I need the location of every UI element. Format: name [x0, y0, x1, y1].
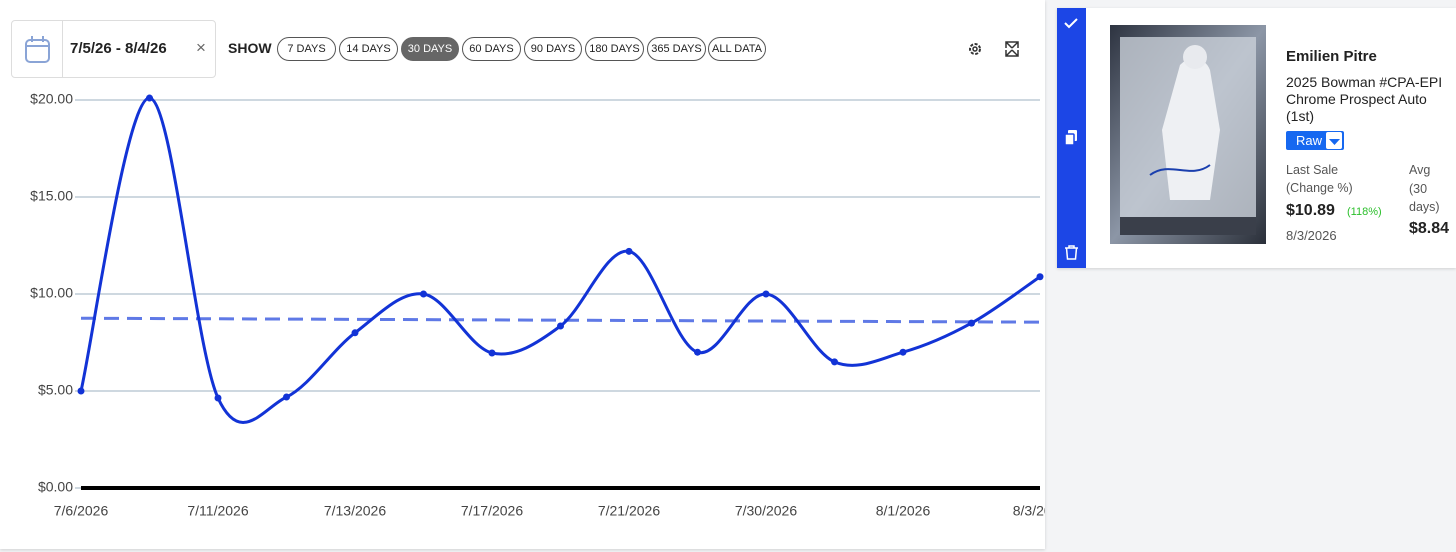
- copy-icon[interactable]: [1064, 130, 1077, 146]
- last-sale-date: 8/3/2026: [1286, 228, 1337, 243]
- data-point: [968, 319, 975, 327]
- y-tick-label: $0.00: [38, 479, 73, 495]
- data-point: [420, 290, 427, 298]
- price-line: [79, 96, 1041, 424]
- data-point: [214, 394, 222, 402]
- expand-icon[interactable]: [1005, 41, 1019, 57]
- y-tick-label: $20.00: [30, 91, 73, 107]
- x-tick-label: 8/1/2026: [876, 503, 931, 519]
- clear-date[interactable]: ×: [196, 38, 206, 57]
- x-tick-label: 7/13/2026: [324, 503, 386, 519]
- delete-icon[interactable]: [1065, 245, 1078, 260]
- action-icons: [1064, 18, 1078, 260]
- y-tick-label: $10.00: [30, 285, 73, 301]
- x-tick-label: 7/6/2026: [54, 503, 109, 519]
- date-range: 7/5/26 - 8/4/26: [70, 40, 167, 57]
- x-tick-label: 7/21/2026: [598, 503, 660, 519]
- last-sale: $10.89: [1286, 202, 1335, 219]
- change: (118%): [1347, 206, 1382, 218]
- title-line: Chrome Prospect Auto: [1286, 91, 1427, 107]
- data-point: [1036, 273, 1044, 281]
- y-tick-label: $5.00: [38, 382, 73, 398]
- x-tick-label: 7/17/2026: [461, 503, 523, 519]
- label-line: (Change %): [1286, 181, 1353, 195]
- data-point: [831, 358, 838, 366]
- settings-icon[interactable]: [969, 43, 981, 55]
- range-button[interactable]: 14 DAYS: [339, 37, 398, 61]
- y-tick-label: $15.00: [30, 188, 73, 204]
- check-icon[interactable]: [1064, 18, 1078, 29]
- show-label: SHOW: [228, 40, 272, 56]
- label-line: (30: [1409, 181, 1428, 196]
- player-name: Emilien Pitre: [1286, 48, 1377, 65]
- range-button[interactable]: 365 DAYS: [647, 37, 706, 61]
- range-button[interactable]: 90 DAYS: [524, 37, 582, 61]
- data-point: [557, 322, 564, 330]
- data-point: [283, 393, 290, 401]
- label-line: Last Sale: [1286, 163, 1339, 177]
- data-point: [146, 94, 153, 102]
- data-point: [625, 247, 633, 255]
- price-chart: $0.00 $5.00 $10.00 $15.00 $20.00 7/6/2026 7/11…: [30, 91, 1045, 519]
- range-button[interactable]: ALL DATA: [708, 37, 766, 61]
- grade: Raw: [1296, 133, 1323, 148]
- range-button[interactable]: 60 DAYS: [462, 37, 521, 61]
- chart-tools: [969, 41, 1019, 57]
- title-line: (1st): [1286, 108, 1314, 124]
- data-point: [488, 349, 496, 357]
- dropdown-caret: [1329, 139, 1340, 145]
- data-point: [694, 348, 701, 356]
- card-panel: Emilien Pitre 2025 Bowman #CPA-EPI Chrome…: [1057, 8, 1456, 268]
- data-point: [77, 387, 85, 395]
- x-tick-label: 8/3/2026: [1013, 503, 1045, 519]
- label-line: days): [1409, 200, 1440, 214]
- title-line: 2025 Bowman #CPA-EPI: [1286, 74, 1443, 90]
- card-image: [1110, 25, 1266, 244]
- data-point: [762, 290, 770, 298]
- average-line: [80, 316, 1041, 324]
- calendar-icon: [25, 36, 50, 63]
- range-button[interactable]: 180 DAYS: [585, 37, 644, 61]
- grade-select[interactable]: Raw: [1286, 131, 1344, 150]
- chart-panel: 7/5/26 - 8/4/26 × SHOW 7 DAYS 14 DAYS 30 D…: [0, 0, 1045, 549]
- range-button[interactable]: 7 DAYS: [277, 37, 336, 61]
- range-button[interactable]: 30 DAYS: [401, 37, 459, 61]
- x-tick-label: 7/30/2026: [735, 503, 797, 519]
- data-point: [899, 348, 907, 356]
- x-tick-label: 7/11/2026: [187, 503, 248, 519]
- avg: $8.84: [1409, 220, 1450, 237]
- data-point: [351, 329, 359, 337]
- label-line: Avg: [1409, 163, 1431, 177]
- date-picker[interactable]: 7/5/26 - 8/4/26 ×: [11, 20, 216, 78]
